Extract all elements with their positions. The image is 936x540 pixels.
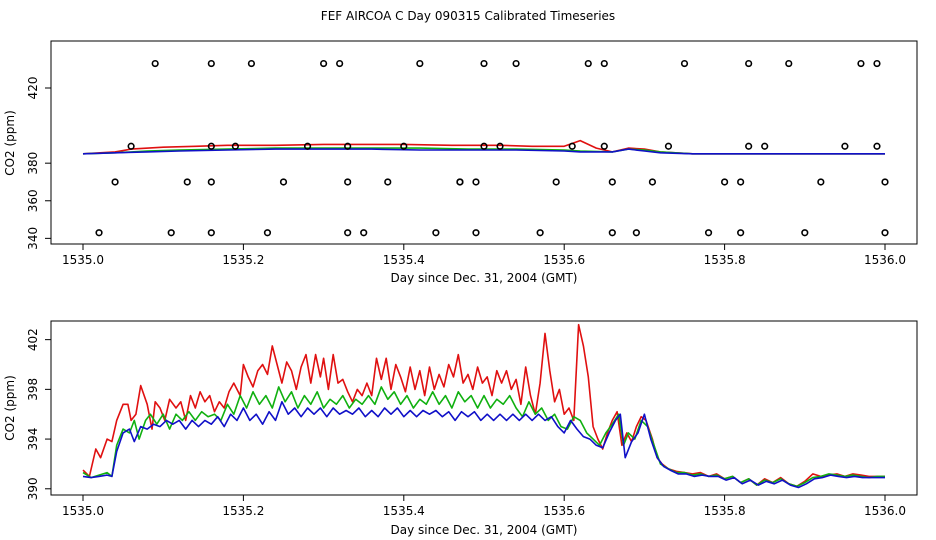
bottom-series-green-line [82, 386, 885, 488]
top-calibration-point [496, 142, 504, 150]
top-calibration-point [480, 142, 488, 150]
bottom-y-tick-label: 398 [26, 378, 40, 401]
bottom-y-tick-label: 394 [26, 428, 40, 451]
top-calibration-point [183, 178, 191, 186]
top-calibration-point [600, 59, 608, 68]
top-calibration-point [384, 178, 392, 186]
top-panel-plot-area: 1535.0 1535.2 1535.4 1535.6 1535.8 1536.0 340 3… [26, 59, 906, 267]
top-calibration-point [95, 229, 103, 237]
top-calibration-point [841, 142, 849, 150]
top-calibration-point [720, 178, 729, 186]
top-x-tick-label: 1535.8 [704, 253, 746, 267]
top-calibration-point [632, 229, 640, 237]
bottom-panel-frame [50, 320, 918, 496]
top-x-tick-label: 1536.0 [864, 253, 906, 267]
top-y-tick-label: 360 [26, 189, 40, 212]
top-calibration-point [480, 59, 488, 68]
top-x-tick-label: 1535.2 [222, 253, 264, 267]
top-calibration-point [344, 178, 352, 186]
top-calibration-point [207, 59, 215, 68]
top-calibration-point [247, 59, 256, 68]
top-calibration-point [737, 229, 745, 237]
top-x-tick-label: 1535.0 [62, 253, 104, 267]
top-calibration-point [167, 229, 175, 237]
top-calibration-point [207, 229, 215, 237]
top-calibration-point [416, 59, 424, 68]
top-series-red-line [82, 139, 885, 155]
top-calibration-point [536, 229, 544, 237]
top-calibration-point [737, 178, 745, 186]
top-calibration-point [344, 229, 352, 237]
top-calibration-point [512, 59, 520, 68]
bottom-x-tick-label: 1535.4 [383, 504, 425, 518]
top-calibration-point [873, 59, 881, 68]
top-calibration-point [873, 142, 881, 150]
top-calibration-point [600, 142, 608, 150]
top-calibration-point [761, 142, 769, 150]
top-calibration-point [664, 142, 673, 150]
top-calibration-point [472, 229, 480, 237]
top-calibration-point [568, 142, 576, 150]
top-calibration-point [207, 178, 215, 186]
top-x-axis-label: Day since Dec. 31, 2004 (GMT) [391, 271, 578, 285]
bottom-x-tick-label: 1536.0 [864, 504, 906, 518]
top-calibration-point [344, 142, 352, 150]
top-calibration-point [584, 59, 592, 68]
top-calibration-point [704, 229, 713, 237]
bottom-panel-plot-area: 1535.0 1535.2 1535.4 1535.6 1535.8 1536.0 390 3… [26, 323, 906, 518]
top-calibration-point [207, 142, 215, 150]
top-y-tick-label: 420 [26, 77, 40, 100]
top-y-axis-label: CO2 (ppm) [3, 110, 17, 176]
top-calibration-point [608, 229, 616, 237]
top-calibration-point [320, 59, 328, 68]
top-calibration-point [680, 59, 689, 68]
top-series-blue-line [82, 148, 885, 155]
top-calibration-point [472, 178, 480, 186]
top-panel-frame [50, 40, 918, 245]
top-calibration-point [817, 178, 825, 186]
bottom-x-tick-label: 1535.2 [222, 504, 264, 518]
bottom-x-tick-label: 1535.6 [543, 504, 585, 518]
top-calibration-point [881, 178, 889, 186]
top-x-tick-label: 1535.6 [543, 253, 585, 267]
top-calibration-point [801, 229, 809, 237]
top-calibration-point [127, 142, 135, 150]
top-calibration-point [608, 178, 616, 186]
bottom-y-axis-label: CO2 (ppm) [3, 375, 17, 441]
bottom-y-tick-label: 402 [26, 328, 40, 351]
top-calibration-point [857, 59, 865, 68]
bottom-x-tick-label: 1535.0 [62, 504, 104, 518]
top-calibration-point [336, 59, 344, 68]
top-calibration-point [552, 178, 560, 186]
top-x-tick-label: 1535.4 [383, 253, 425, 267]
top-calibration-point [263, 229, 272, 237]
top-calibration-point [432, 229, 440, 237]
bottom-y-tick-label: 390 [26, 477, 40, 500]
top-y-tick-label: 380 [26, 152, 40, 175]
bottom-series-red-line [82, 323, 885, 488]
bottom-x-tick-label: 1535.8 [704, 504, 746, 518]
top-calibration-point [360, 229, 368, 237]
top-calibration-point [785, 59, 793, 68]
top-y-tick-label: 340 [26, 227, 40, 250]
bottom-x-axis-label: Day since Dec. 31, 2004 (GMT) [391, 523, 578, 537]
top-calibration-point [745, 59, 753, 68]
bottom-series-blue-line [82, 401, 885, 489]
top-calibration-point [151, 59, 159, 68]
top-calibration-point [456, 178, 464, 186]
top-calibration-point [881, 229, 889, 237]
top-calibration-point [745, 142, 753, 150]
top-calibration-point [231, 142, 239, 150]
chart-title: FEF AIRCOA C Day 090315 Calibrated Times… [320, 9, 616, 23]
top-calibration-point [303, 142, 312, 150]
top-calibration-point [648, 178, 657, 186]
top-calibration-point [279, 178, 288, 186]
top-calibration-point [111, 178, 119, 186]
top-calibration-point [400, 142, 408, 150]
